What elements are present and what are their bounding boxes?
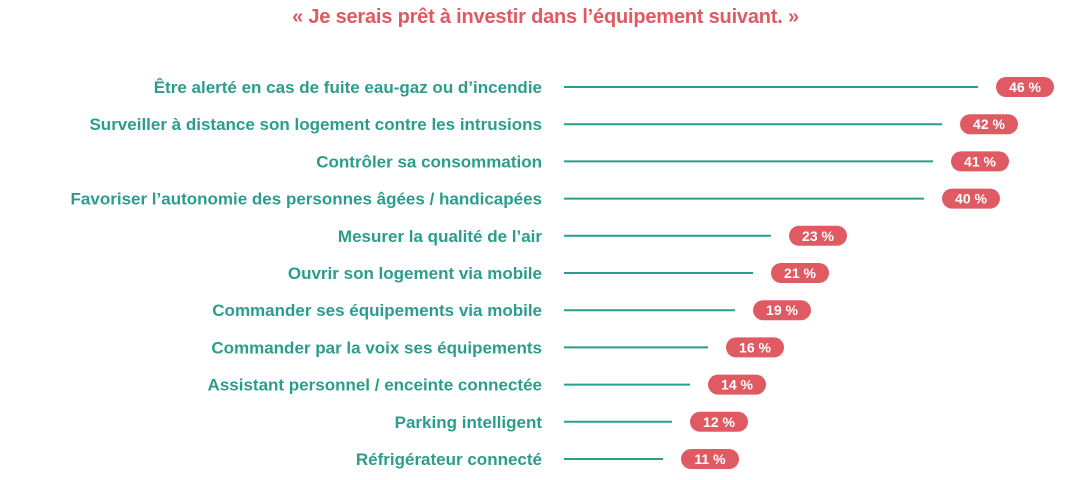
category-label: Surveiller à distance son logement contr…	[89, 115, 542, 134]
value-badge	[708, 374, 766, 395]
chart-row: Favoriser l’autonomie des personnes âgée…	[71, 188, 1000, 209]
value-badge	[771, 263, 829, 283]
chart-row: Parking intelligent 12 %	[395, 411, 748, 432]
value-label: 41 %	[964, 153, 996, 169]
value-badge	[690, 411, 748, 432]
chart-row: Commander par la voix ses équipements 16 …	[211, 337, 784, 358]
value-label: 14 %	[721, 377, 753, 393]
category-label: Mesurer la qualité de l’air	[338, 227, 542, 246]
chart-row: Commander ses équipements via mobile 19 %	[212, 300, 811, 321]
value-badge	[753, 300, 811, 321]
value-badge	[951, 151, 1009, 172]
value-badge	[726, 337, 784, 358]
value-badge	[681, 449, 739, 469]
value-badge	[960, 114, 1018, 135]
value-label: 23 %	[802, 228, 834, 244]
chart-row: Surveiller à distance son logement contr…	[89, 114, 1018, 135]
chart-row: Contrôler sa consommation 41 %	[316, 151, 1009, 172]
chart-row: Être alerté en cas de fuite eau-gaz ou d…	[154, 77, 1054, 97]
category-label: Commander ses équipements via mobile	[212, 301, 542, 320]
category-label: Contrôler sa consommation	[316, 152, 542, 171]
value-label: 21 %	[784, 265, 816, 281]
value-badge	[996, 77, 1054, 97]
category-label: Assistant personnel / enceinte connectée	[208, 376, 542, 395]
chart-title: « Je serais prêt à investir dans l’équip…	[292, 6, 799, 28]
chart-row: Ouvrir son logement via mobile 21 %	[288, 263, 829, 283]
category-label: Parking intelligent	[395, 413, 543, 432]
chart-row: Réfrigérateur connecté 11 %	[356, 449, 739, 469]
chart-row: Mesurer la qualité de l’air 23 %	[338, 225, 847, 246]
value-label: 46 %	[1009, 79, 1041, 95]
category-label: Commander par la voix ses équipements	[211, 338, 542, 357]
chart-row: Assistant personnel / enceinte connectée…	[208, 374, 766, 395]
category-label: Favoriser l’autonomie des personnes âgée…	[71, 190, 542, 209]
value-label: 12 %	[703, 414, 735, 430]
value-label: 11 %	[694, 451, 726, 467]
category-label: Ouvrir son logement via mobile	[288, 264, 542, 283]
value-label: 19 %	[766, 302, 798, 318]
value-label: 42 %	[973, 116, 1005, 132]
category-label: Être alerté en cas de fuite eau-gaz ou d…	[154, 78, 542, 97]
value-label: 40 %	[955, 191, 987, 207]
value-label: 16 %	[739, 339, 771, 355]
value-badge	[789, 225, 847, 246]
category-label: Réfrigérateur connecté	[356, 450, 542, 469]
value-badge	[942, 188, 1000, 209]
